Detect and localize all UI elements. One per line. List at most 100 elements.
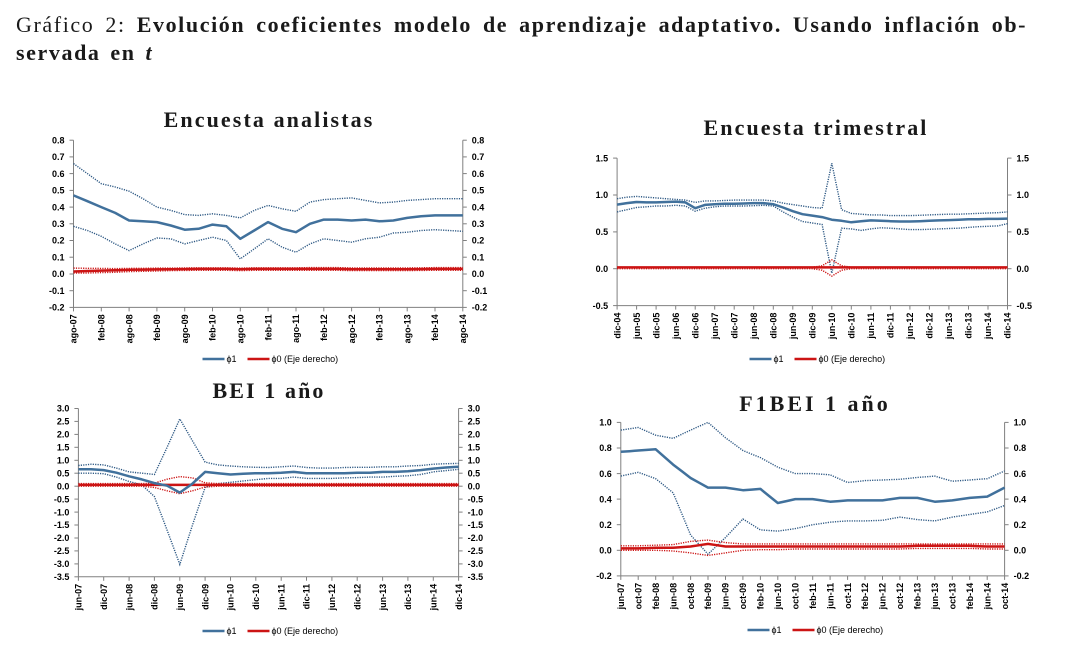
svg-text:0.6: 0.6 <box>472 169 485 179</box>
svg-text:jun-12: jun-12 <box>327 584 337 612</box>
svg-text:ago-07: ago-07 <box>69 314 79 343</box>
svg-text:jun-09: jun-09 <box>721 583 731 611</box>
svg-text:dic-07: dic-07 <box>729 313 739 339</box>
svg-text:dic-10: dic-10 <box>251 584 261 610</box>
svg-text:-0.2: -0.2 <box>472 303 488 313</box>
svg-text:0.5: 0.5 <box>472 186 485 196</box>
svg-text:-2.0: -2.0 <box>468 533 484 543</box>
svg-text:dic-10: dic-10 <box>847 313 857 339</box>
svg-text:ago-08: ago-08 <box>124 314 134 343</box>
svg-text:jun-08: jun-08 <box>749 313 759 341</box>
svg-text:jun-10: jun-10 <box>226 584 236 612</box>
svg-text:0.3: 0.3 <box>472 219 485 229</box>
svg-text:-2.5: -2.5 <box>468 546 484 556</box>
svg-text:0.8: 0.8 <box>52 135 65 145</box>
svg-text:0.1: 0.1 <box>472 252 485 262</box>
svg-text:ϕ1: ϕ1 <box>772 625 782 635</box>
svg-text:feb-10: feb-10 <box>208 314 218 341</box>
svg-text:0.0: 0.0 <box>596 264 609 274</box>
svg-text:0.4: 0.4 <box>472 202 485 212</box>
svg-text:-1.0: -1.0 <box>54 507 70 517</box>
svg-text:ago-14: ago-14 <box>458 314 468 343</box>
svg-text:feb-08: feb-08 <box>97 314 107 341</box>
svg-text:0.4: 0.4 <box>1014 494 1027 504</box>
svg-text:0.5: 0.5 <box>468 468 481 478</box>
svg-text:dic-14: dic-14 <box>454 584 464 610</box>
svg-text:jun-11: jun-11 <box>825 583 835 610</box>
svg-text:-3.0: -3.0 <box>54 559 70 569</box>
svg-text:oct-09: oct-09 <box>738 583 748 610</box>
svg-text:-1.0: -1.0 <box>468 507 484 517</box>
svg-text:jun-12: jun-12 <box>878 583 888 611</box>
svg-text:-0.5: -0.5 <box>593 301 609 311</box>
svg-text:-3.5: -3.5 <box>468 572 484 582</box>
svg-text:BEI 1 año: BEI 1 año <box>212 378 325 403</box>
svg-text:0.2: 0.2 <box>599 520 612 530</box>
svg-text:0.8: 0.8 <box>472 135 485 145</box>
svg-text:oct-11: oct-11 <box>843 583 853 609</box>
svg-text:0.0: 0.0 <box>468 481 481 491</box>
svg-text:dic-05: dic-05 <box>651 313 661 339</box>
svg-text:0.0: 0.0 <box>472 269 485 279</box>
svg-text:-0.2: -0.2 <box>1014 571 1030 581</box>
svg-text:dic-14: dic-14 <box>1003 313 1013 339</box>
svg-text:oct-10: oct-10 <box>791 583 801 610</box>
svg-text:1.0: 1.0 <box>57 456 70 466</box>
svg-text:jun-07: jun-07 <box>74 584 84 612</box>
svg-text:jun-13: jun-13 <box>944 313 954 341</box>
svg-text:jun-12: jun-12 <box>905 313 915 341</box>
svg-text:0.0: 0.0 <box>52 269 65 279</box>
svg-text:0.4: 0.4 <box>52 202 65 212</box>
svg-text:dic-12: dic-12 <box>925 313 935 339</box>
svg-text:2.5: 2.5 <box>57 417 70 427</box>
svg-text:0.6: 0.6 <box>52 169 65 179</box>
svg-text:0.0: 0.0 <box>599 546 612 556</box>
svg-text:1.5: 1.5 <box>57 443 70 453</box>
svg-text:dic-04: dic-04 <box>612 313 622 339</box>
svg-text:dic-09: dic-09 <box>808 313 818 339</box>
svg-text:0.6: 0.6 <box>599 469 612 479</box>
svg-text:-2.0: -2.0 <box>54 533 70 543</box>
svg-text:1.5: 1.5 <box>596 153 609 163</box>
svg-text:1.0: 1.0 <box>468 456 481 466</box>
svg-text:0.5: 0.5 <box>57 468 70 478</box>
svg-text:oct-07: oct-07 <box>633 583 643 610</box>
svg-text:Encuesta analistas: Encuesta analistas <box>164 107 375 132</box>
svg-text:0.4: 0.4 <box>599 494 612 504</box>
svg-text:jun-13: jun-13 <box>930 583 940 611</box>
svg-text:-3.5: -3.5 <box>54 572 70 582</box>
svg-text:jun-14: jun-14 <box>429 584 439 612</box>
svg-text:jun-09: jun-09 <box>175 584 185 612</box>
svg-text:feb-13: feb-13 <box>913 583 923 610</box>
svg-text:2.0: 2.0 <box>57 430 70 440</box>
svg-text:0.1: 0.1 <box>52 252 65 262</box>
svg-text:-0.1: -0.1 <box>472 286 488 296</box>
svg-text:ϕ0 (Eje derecho): ϕ0 (Eje derecho) <box>819 354 886 364</box>
svg-text:oct-13: oct-13 <box>948 583 958 610</box>
svg-text:oct-08: oct-08 <box>686 583 696 610</box>
svg-text:ϕ0 (Eje derecho): ϕ0 (Eje derecho) <box>272 354 339 364</box>
svg-text:feb-14: feb-14 <box>965 583 975 610</box>
svg-text:ϕ1: ϕ1 <box>774 354 784 364</box>
svg-text:dic-08: dic-08 <box>769 313 779 339</box>
svg-text:0.7: 0.7 <box>472 152 485 162</box>
svg-text:3.0: 3.0 <box>57 404 70 414</box>
svg-text:ϕ0 (Eje derecho): ϕ0 (Eje derecho) <box>817 625 884 635</box>
svg-text:jun-11: jun-11 <box>276 584 286 611</box>
svg-text:feb-09: feb-09 <box>703 583 713 610</box>
svg-text:jun-08: jun-08 <box>124 584 134 612</box>
svg-text:jun-09: jun-09 <box>788 313 798 341</box>
svg-text:jun-14: jun-14 <box>982 583 992 611</box>
svg-text:ago-09: ago-09 <box>180 314 190 343</box>
svg-text:ago-11: ago-11 <box>291 314 301 343</box>
svg-text:1.0: 1.0 <box>1014 418 1027 428</box>
svg-text:1.5: 1.5 <box>468 443 481 453</box>
svg-text:oct-14: oct-14 <box>1000 583 1010 610</box>
svg-text:jun-08: jun-08 <box>668 583 678 611</box>
svg-text:1.0: 1.0 <box>599 418 612 428</box>
svg-text:dic-06: dic-06 <box>690 313 700 339</box>
svg-text:0.0: 0.0 <box>1014 546 1027 556</box>
svg-text:-2.5: -2.5 <box>54 546 70 556</box>
svg-text:-3.0: -3.0 <box>468 559 484 569</box>
svg-text:feb-12: feb-12 <box>860 583 870 610</box>
